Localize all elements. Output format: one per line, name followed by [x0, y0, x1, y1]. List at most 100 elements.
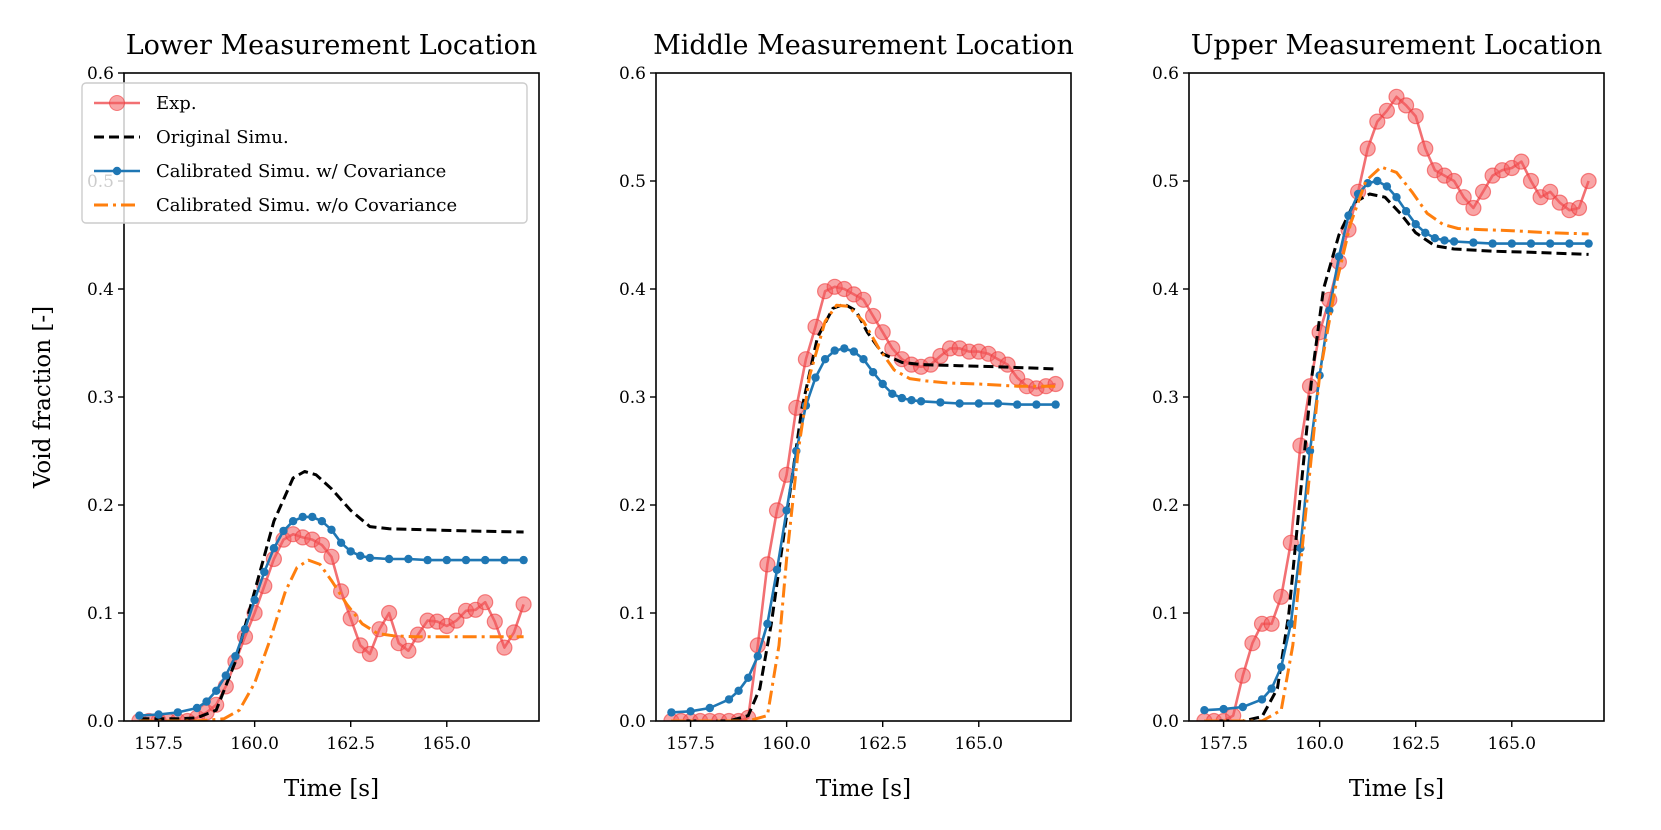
data-point-calibrated [298, 512, 307, 522]
plot-area [663, 278, 1064, 721]
legend: Exp. Original Simu. Calibrated Simu. w/ Co… [81, 82, 528, 224]
x-tick-label: 157.5 [1199, 734, 1248, 754]
data-point-exp [778, 466, 795, 483]
y-tick-label: 0.4 [619, 280, 646, 300]
data-point-calibrated [317, 517, 327, 526]
data-point-calibrated [820, 355, 830, 364]
data-point-exp [1513, 153, 1530, 170]
data-point-exp [1417, 140, 1434, 157]
y-tick-label: 0.2 [1152, 496, 1179, 516]
x-axis-label: Time [s] [816, 776, 911, 802]
plot-area [131, 470, 532, 721]
data-point-calibrated [1219, 704, 1228, 714]
data-point-calibrated [481, 555, 490, 565]
data-point-calibrated [384, 554, 394, 564]
data-point-calibrated [1267, 684, 1276, 693]
data-point-exp [759, 556, 776, 573]
data-point-calibrated [327, 525, 336, 534]
y-tick-label: 0.0 [1152, 712, 1179, 732]
data-point-calibrated [772, 565, 782, 574]
data-point-calibrated [888, 389, 897, 398]
data-point-exp [477, 594, 494, 611]
series-line-calno [671, 303, 1056, 721]
data-point-calibrated [442, 555, 451, 565]
legend-label-exp: Exp. [156, 93, 197, 114]
data-point-calibrated [667, 708, 676, 717]
data-point-calibrated [811, 373, 820, 382]
panel-title: Upper Measurement Location [1191, 30, 1603, 61]
axes-frame [1188, 72, 1605, 722]
data-point-calibrated [1200, 706, 1209, 715]
y-tick-label: 0.6 [87, 64, 114, 84]
data-point-calibrated [782, 506, 791, 515]
data-point-exp [217, 678, 234, 695]
x-tick-label: 162.5 [1391, 734, 1440, 754]
axes-frame [655, 72, 1072, 722]
data-point-exp [361, 645, 378, 663]
data-point-exp [486, 613, 503, 630]
data-point-calibrated [1526, 239, 1536, 248]
data-point-exp [1522, 172, 1540, 190]
data-point-calibrated [279, 526, 288, 536]
panel-1: 0.00.10.20.30.40.50.6157.5160.0162.5165.… [30, 30, 540, 802]
data-point-calibrated [221, 671, 230, 680]
data-point-calibrated [519, 555, 528, 565]
data-point-calibrated [461, 555, 471, 565]
data-point-exp [1263, 615, 1280, 632]
y-tick-label: 0.3 [619, 388, 646, 408]
data-point-exp [342, 610, 359, 627]
data-point-exp [874, 324, 891, 341]
y-tick-label: 0.6 [1152, 64, 1179, 84]
data-point-calibrated [897, 393, 907, 403]
x-tick-label: 165.0 [422, 734, 471, 754]
series-line-orig [1204, 192, 1589, 721]
data-point-exp [313, 536, 330, 554]
data-point-calibrated [907, 396, 916, 405]
data-point-calibrated [1373, 176, 1382, 186]
x-axis-label: Time [s] [284, 776, 379, 802]
data-point-calibrated [1392, 193, 1401, 202]
data-point-calibrated [1449, 237, 1459, 246]
data-point-calibrated [1032, 400, 1041, 409]
legend-label-cal: Calibrated Simu. w/ Covariance [156, 161, 446, 182]
data-point-calibrated [1546, 239, 1555, 248]
data-point-exp [768, 502, 786, 519]
data-point-calibrated [763, 619, 772, 628]
data-point-exp [1542, 183, 1559, 200]
x-axis-label: Time [s] [1349, 776, 1444, 802]
x-tick-label: 157.5 [666, 734, 715, 754]
data-point-exp [515, 596, 532, 613]
data-point-exp [1397, 97, 1415, 114]
data-point-calibrated [336, 538, 346, 547]
data-point-calibrated [1286, 619, 1296, 628]
data-point-exp [1455, 189, 1472, 206]
data-point-calibrated [724, 695, 734, 704]
data-point-calibrated [423, 555, 432, 565]
panel-3: 0.0 0.1 0.2 0.3 0.4 0.5 0.6 157.5 160.0 162.5 165.… [1152, 30, 1605, 802]
data-point-exp [1407, 108, 1424, 125]
data-point-calibrated [1421, 228, 1430, 237]
data-point-calibrated [308, 512, 317, 522]
data-point-exp [496, 639, 513, 656]
y-tick-label: 0.3 [87, 388, 114, 408]
legend-marker [112, 166, 122, 176]
data-point-calibrated [878, 379, 887, 389]
data-point-exp [1047, 375, 1064, 393]
data-point-calibrated [1382, 182, 1392, 191]
data-point-exp [448, 612, 465, 629]
x-tick-label: 165.0 [1487, 734, 1536, 754]
x-tick-label: 162.5 [326, 734, 375, 754]
x-tick-label: 157.5 [134, 734, 183, 754]
data-point-calibrated [240, 625, 250, 634]
data-point-exp [864, 307, 882, 325]
data-point-calibrated [974, 399, 983, 408]
data-point-calibrated [1440, 236, 1449, 245]
data-point-calibrated [1488, 239, 1497, 248]
data-point-calibrated [744, 673, 753, 682]
data-point-calibrated [993, 399, 1003, 408]
data-point-calibrated [1051, 400, 1060, 409]
data-point-calibrated [346, 547, 355, 556]
data-point-exp [1570, 199, 1588, 217]
panel-2: 0.0 0.1 0.2 0.3 0.4 0.5 0.6 157.5 160.0 162.5 165.… [619, 30, 1074, 802]
data-point-calibrated [1363, 179, 1372, 188]
